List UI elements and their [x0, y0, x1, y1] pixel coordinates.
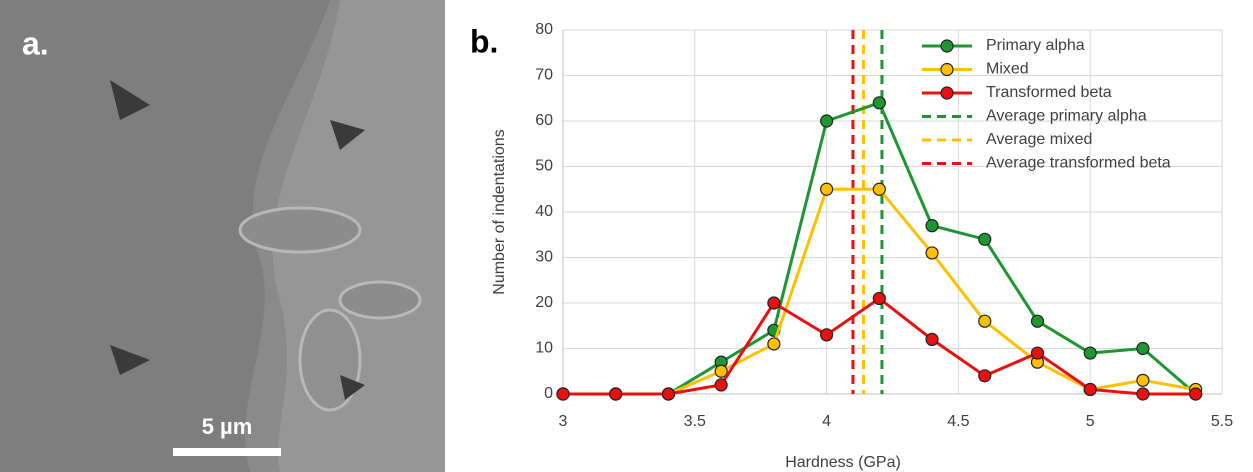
data-point — [978, 314, 992, 328]
legend-marker — [940, 39, 954, 53]
data-point — [714, 378, 728, 392]
legend-label: Average mixed — [986, 131, 1092, 148]
x-tick-label: 4 — [822, 413, 831, 430]
data-point — [767, 337, 781, 351]
data-point — [925, 246, 939, 260]
series-line — [563, 296, 1196, 396]
y-axis-label: Number of indentations — [491, 129, 508, 294]
panel-label: a. — [22, 25, 49, 61]
indent — [330, 120, 365, 150]
x-tick-label: 3.5 — [684, 413, 706, 430]
series-line — [563, 100, 1197, 396]
data-point — [1083, 346, 1097, 360]
data-point — [714, 364, 728, 378]
data-point — [978, 369, 992, 383]
lamella — [338, 280, 422, 320]
data-point — [661, 387, 676, 401]
data-point — [819, 114, 834, 128]
panel-label: b. — [470, 23, 498, 59]
legend-label: Average transformed beta — [986, 155, 1171, 172]
data-point — [1083, 382, 1097, 397]
data-point — [978, 232, 992, 246]
y-tick-label: 20 — [535, 294, 553, 311]
data-point — [767, 296, 781, 310]
data-point — [1136, 341, 1150, 356]
data-point — [1030, 346, 1045, 360]
data-point — [556, 387, 570, 401]
x-tick-label: 5 — [1086, 413, 1095, 430]
data-point — [872, 182, 886, 196]
y-tick-label: 80 — [535, 21, 553, 38]
data-point — [609, 387, 623, 401]
series-line — [563, 187, 1196, 396]
y-tick-label: 60 — [535, 112, 553, 129]
data-point — [872, 96, 886, 110]
x-axis-label: Hardness (GPa) — [785, 454, 901, 471]
legend-label: Primary alpha — [986, 37, 1085, 54]
indent — [110, 345, 150, 375]
y-tick-label: 0 — [544, 385, 553, 402]
data-point — [1136, 387, 1150, 401]
legend-label: Mixed — [986, 61, 1029, 78]
scale-bar — [173, 448, 281, 456]
y-tick-label: 50 — [535, 158, 553, 175]
data-point — [1030, 314, 1045, 328]
data-point — [925, 332, 939, 346]
legend-label: Transformed beta — [986, 84, 1112, 101]
data-point — [819, 182, 834, 196]
y-tick-label: 30 — [535, 249, 553, 266]
indent — [110, 80, 150, 120]
indent — [340, 375, 365, 400]
scale-bar-label: 5 µm — [202, 414, 253, 439]
x-tick-label: 5.5 — [1211, 413, 1233, 430]
data-point — [1189, 387, 1203, 401]
data-point — [819, 328, 834, 342]
legend-marker — [940, 86, 954, 100]
x-tick-label: 3 — [559, 413, 568, 430]
y-tick-label: 40 — [535, 203, 553, 220]
grain — [0, 0, 330, 472]
x-tick-label: 4.5 — [947, 413, 969, 430]
sem-image: a. 5 µm — [0, 0, 445, 472]
lamella — [238, 206, 362, 254]
legend-label: Average primary alpha — [986, 108, 1147, 125]
y-tick-label: 10 — [535, 340, 553, 357]
data-point — [872, 291, 886, 306]
data-point — [925, 219, 939, 233]
legend-marker — [940, 62, 954, 77]
y-tick-label: 70 — [535, 67, 553, 84]
data-point — [1136, 373, 1150, 387]
